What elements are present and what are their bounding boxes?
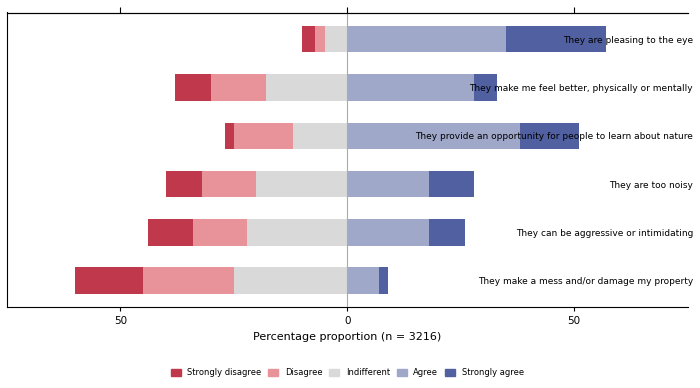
Bar xyxy=(293,123,347,149)
Bar xyxy=(429,219,466,246)
Bar xyxy=(347,26,506,52)
Bar xyxy=(316,26,325,52)
Bar xyxy=(475,74,497,101)
Bar xyxy=(234,123,293,149)
Bar xyxy=(234,267,347,294)
Bar xyxy=(211,74,265,101)
Legend: Strongly disagree, Disagree, Indifferent, Agree, Strongly agree: Strongly disagree, Disagree, Indifferent… xyxy=(167,365,527,380)
Bar xyxy=(379,267,388,294)
Bar xyxy=(506,26,606,52)
Bar xyxy=(325,26,347,52)
Bar xyxy=(302,26,316,52)
Bar xyxy=(347,123,519,149)
Bar xyxy=(175,74,211,101)
Bar xyxy=(148,219,193,246)
Bar xyxy=(347,267,379,294)
Bar xyxy=(347,219,429,246)
Bar xyxy=(519,123,579,149)
Bar xyxy=(347,74,475,101)
Bar xyxy=(347,171,429,197)
X-axis label: Percentage proportion (n = 3216): Percentage proportion (n = 3216) xyxy=(253,332,441,342)
Bar xyxy=(75,267,143,294)
Bar xyxy=(202,171,256,197)
Bar xyxy=(143,267,234,294)
Bar xyxy=(429,171,475,197)
Bar xyxy=(193,219,247,246)
Bar xyxy=(166,171,202,197)
Bar xyxy=(256,171,347,197)
Bar xyxy=(247,219,347,246)
Bar xyxy=(225,123,234,149)
Bar xyxy=(265,74,347,101)
